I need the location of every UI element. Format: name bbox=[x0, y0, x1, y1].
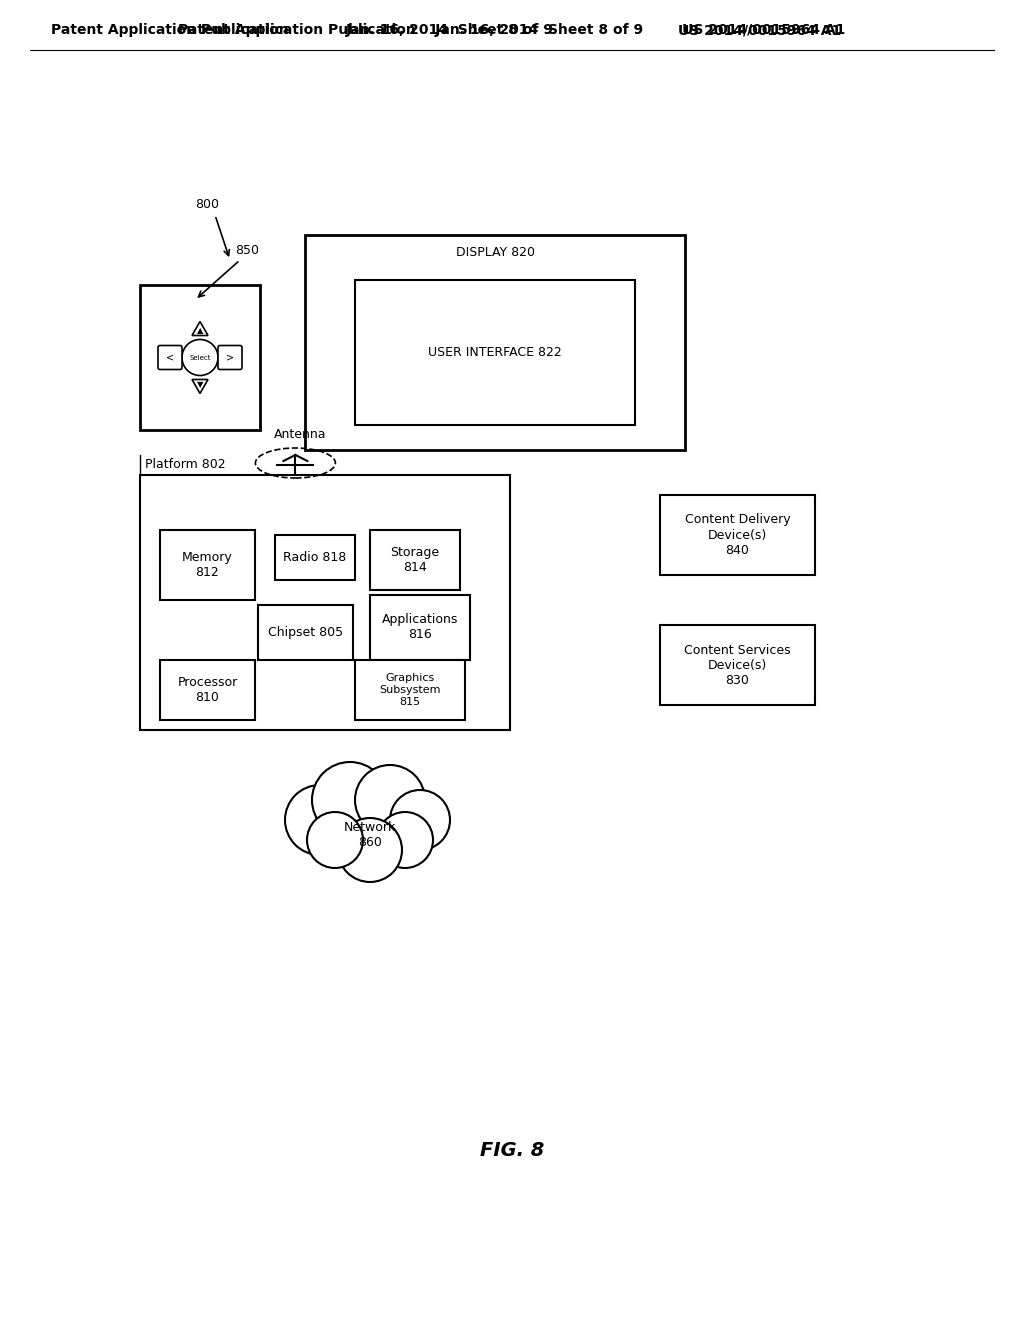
Text: 850: 850 bbox=[234, 243, 259, 256]
Text: 800: 800 bbox=[195, 198, 219, 211]
Text: Content Services
Device(s)
830: Content Services Device(s) 830 bbox=[684, 644, 791, 686]
Polygon shape bbox=[193, 380, 208, 393]
Bar bbox=[258, 605, 353, 660]
Text: DISPLAY 820: DISPLAY 820 bbox=[456, 247, 535, 260]
Bar bbox=[160, 660, 255, 719]
Text: Storage
814: Storage 814 bbox=[390, 546, 439, 574]
Circle shape bbox=[285, 785, 355, 855]
Text: FIG. 8: FIG. 8 bbox=[480, 1140, 544, 1159]
Text: Chipset 805: Chipset 805 bbox=[268, 626, 343, 639]
FancyBboxPatch shape bbox=[218, 346, 242, 370]
Text: Applications
816: Applications 816 bbox=[382, 614, 458, 642]
Text: ▼: ▼ bbox=[197, 380, 203, 389]
Circle shape bbox=[355, 766, 425, 836]
Text: Processor
810: Processor 810 bbox=[177, 676, 238, 704]
Circle shape bbox=[377, 812, 433, 869]
Circle shape bbox=[338, 818, 402, 882]
Text: Network
860: Network 860 bbox=[344, 821, 396, 849]
FancyBboxPatch shape bbox=[158, 346, 182, 370]
Text: ▲: ▲ bbox=[197, 326, 203, 335]
Bar bbox=[370, 595, 470, 660]
Text: <: < bbox=[166, 352, 174, 363]
Text: USER INTERFACE 822: USER INTERFACE 822 bbox=[428, 346, 562, 359]
Circle shape bbox=[182, 339, 218, 375]
Text: Radio 818: Radio 818 bbox=[284, 550, 347, 564]
Circle shape bbox=[312, 762, 388, 838]
Bar bbox=[140, 285, 260, 430]
Text: Content Delivery
Device(s)
840: Content Delivery Device(s) 840 bbox=[685, 513, 791, 557]
Bar bbox=[160, 531, 255, 601]
Text: Antenna: Antenna bbox=[274, 429, 327, 441]
Bar bbox=[275, 535, 355, 579]
Text: Jan. 16, 2014  Sheet 8 of 9: Jan. 16, 2014 Sheet 8 of 9 bbox=[346, 22, 554, 37]
Text: Graphics
Subsystem
815: Graphics Subsystem 815 bbox=[379, 673, 440, 706]
Bar bbox=[660, 624, 815, 705]
Text: Select: Select bbox=[189, 355, 211, 360]
Bar bbox=[140, 475, 510, 730]
Bar bbox=[355, 280, 635, 425]
Bar bbox=[660, 495, 815, 576]
Text: Patent Application Publication: Patent Application Publication bbox=[51, 22, 289, 37]
Bar bbox=[305, 235, 685, 450]
Bar bbox=[355, 660, 465, 719]
Text: Platform 802: Platform 802 bbox=[145, 458, 225, 471]
Bar bbox=[370, 531, 460, 590]
Text: >: > bbox=[226, 352, 234, 363]
Polygon shape bbox=[193, 322, 208, 335]
Text: Patent Application Publication    Jan. 16, 2014  Sheet 8 of 9        US 2014/001: Patent Application Publication Jan. 16, … bbox=[178, 22, 846, 37]
Text: US 2014/0015964 A1: US 2014/0015964 A1 bbox=[678, 22, 842, 37]
Text: Memory
812: Memory 812 bbox=[182, 550, 232, 579]
Circle shape bbox=[307, 812, 362, 869]
Circle shape bbox=[390, 789, 450, 850]
